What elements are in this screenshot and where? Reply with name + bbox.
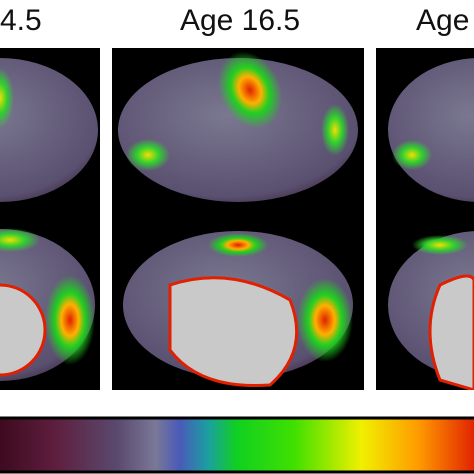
panel-label: Age 16.5 xyxy=(180,4,300,37)
colorbar xyxy=(0,416,474,474)
brain-panel xyxy=(0,48,100,390)
panel-label: 4.5 xyxy=(0,4,42,37)
panel-label: Age xyxy=(416,4,469,37)
brain-panel xyxy=(376,48,474,390)
brain-panel xyxy=(112,48,364,390)
